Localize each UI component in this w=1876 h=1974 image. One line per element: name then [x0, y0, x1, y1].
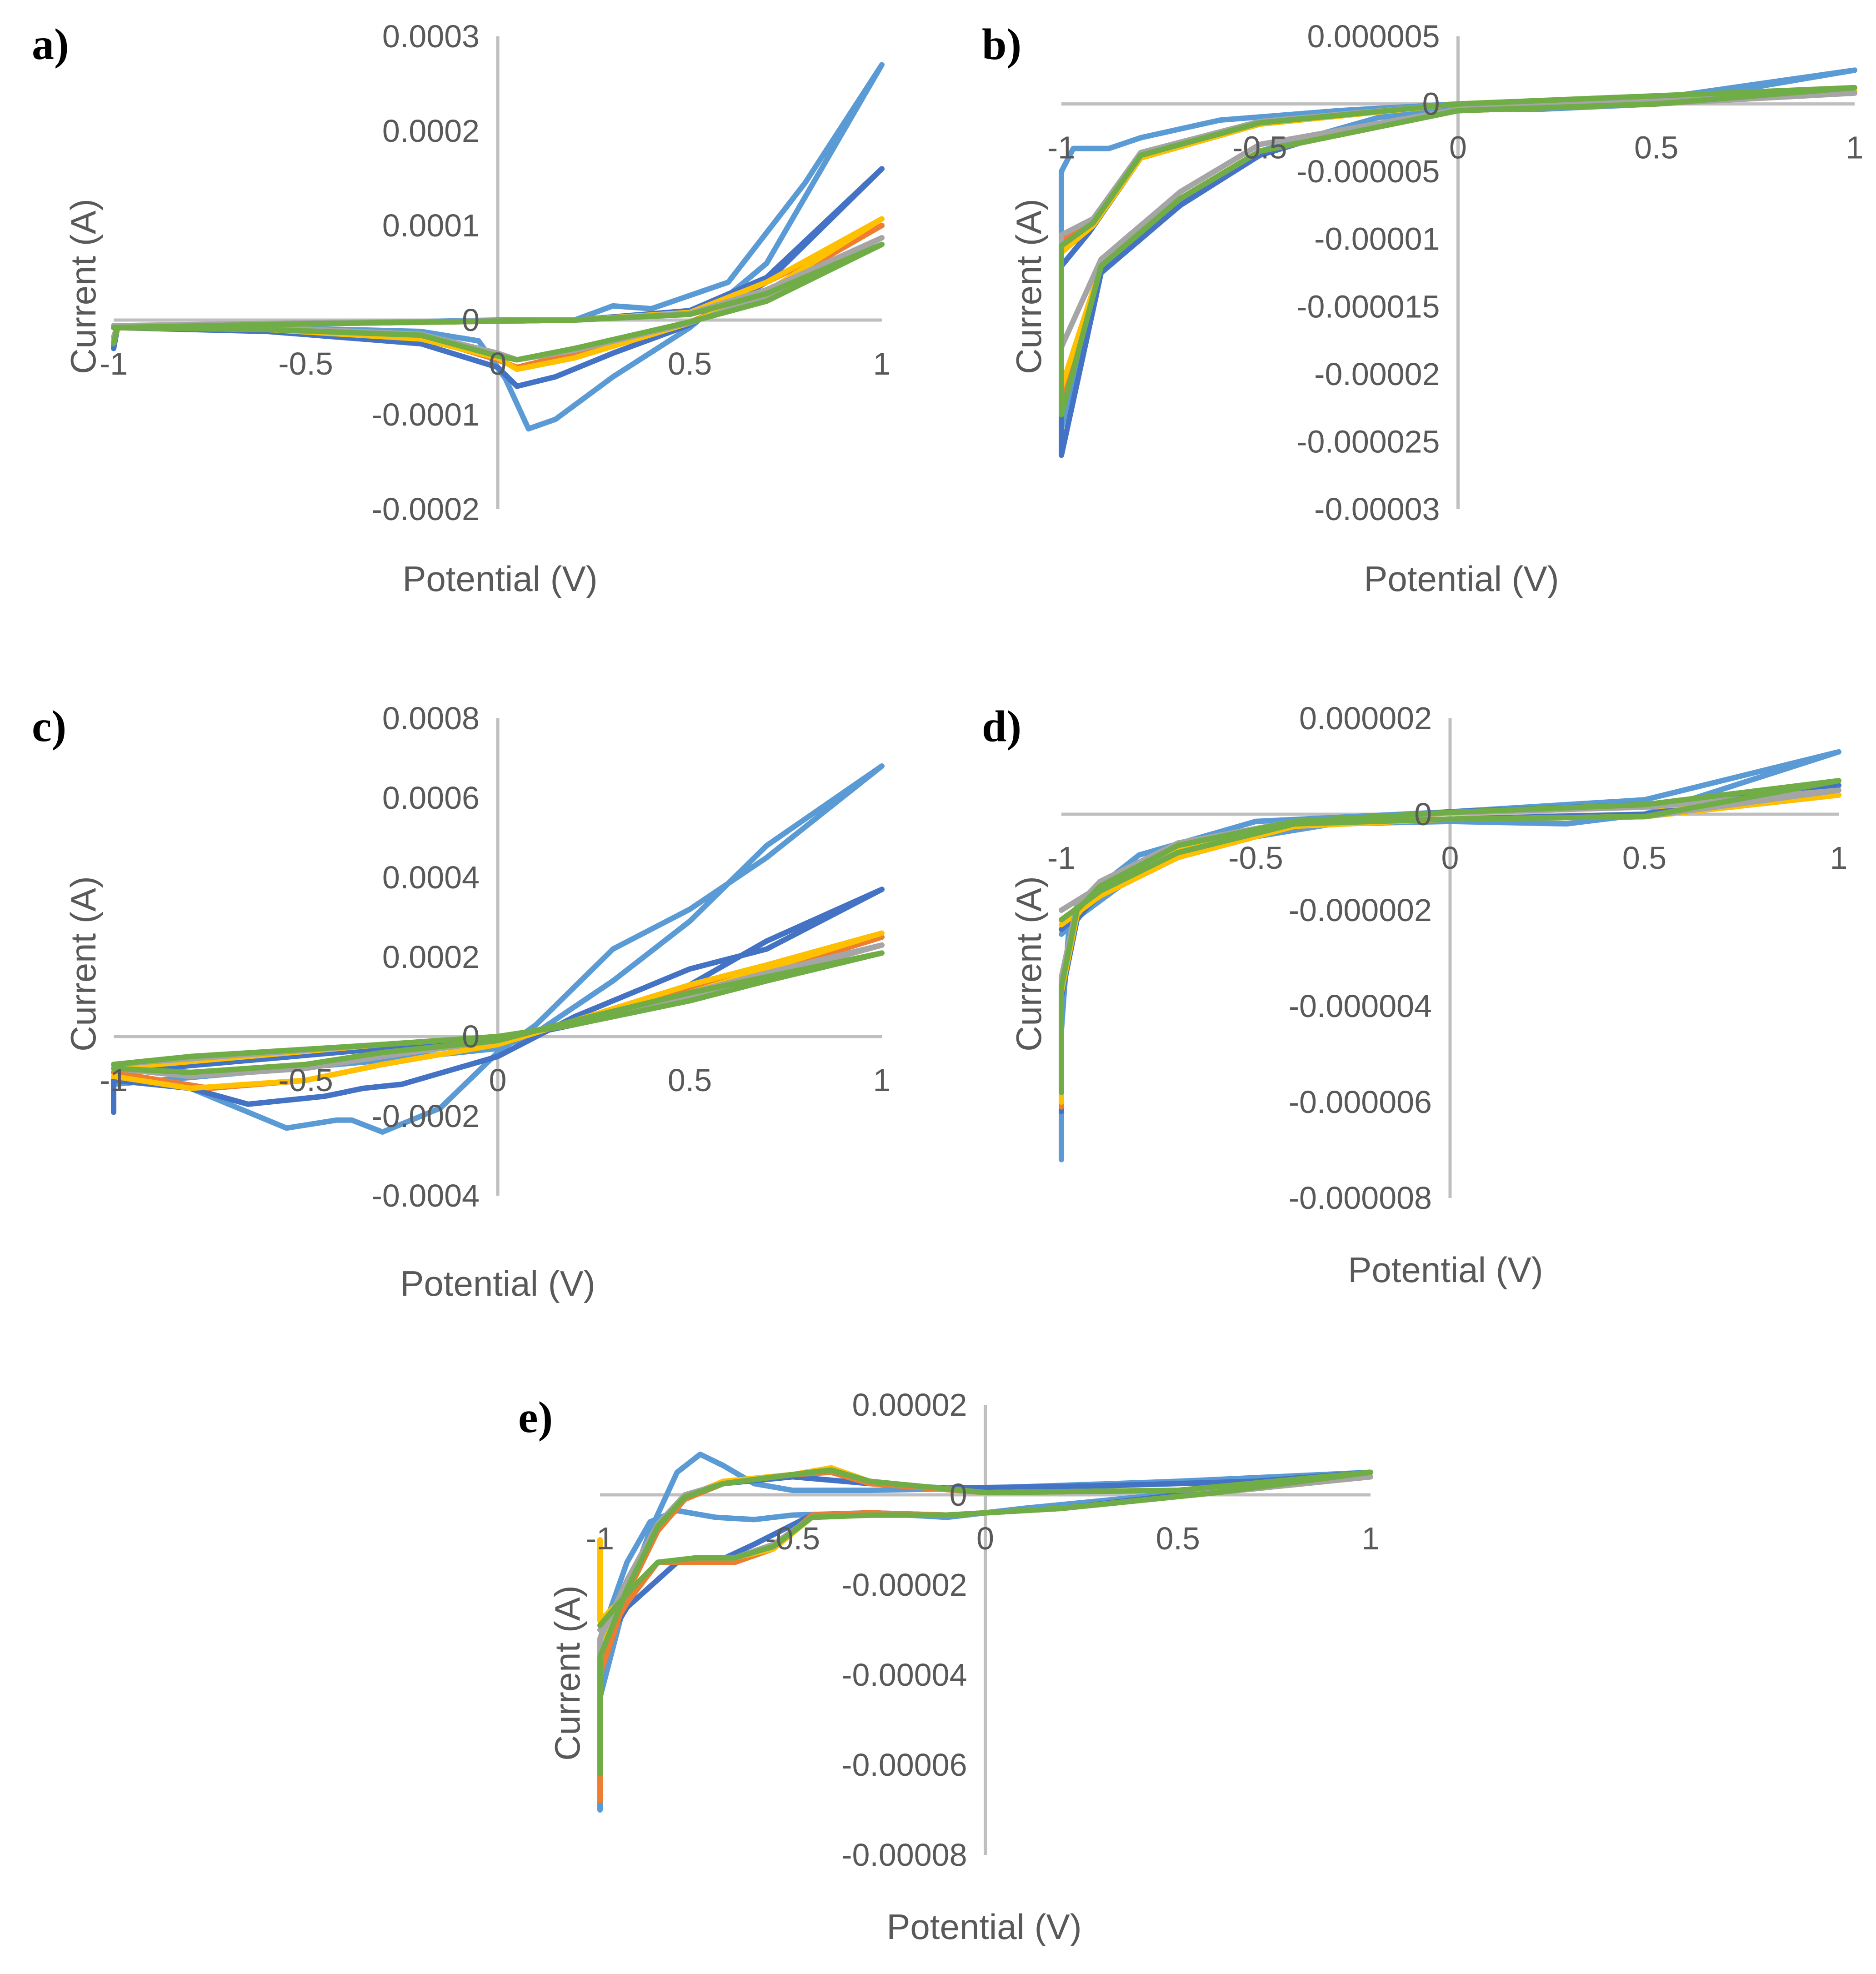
series-line-a-green [111, 241, 885, 363]
chart-panel-a: a) Potential (V) Current (A) -0.0002 -0.0… [32, 19, 890, 599]
x-tick-label-c: 0.5 [668, 1062, 712, 1098]
x-tick-label-e: 1 [1362, 1521, 1380, 1556]
x-tick-label-a: -1 [100, 346, 128, 381]
x-tick-label-e: -1 [586, 1521, 614, 1556]
y-tick-label-a: 0.0002 [382, 113, 480, 149]
x-axis-title-b: Potential (V) [1364, 559, 1559, 599]
y-tick-label-d: -0.000002 [1289, 892, 1432, 928]
y-tick-label-c: -0.0004 [372, 1178, 480, 1213]
x-tick-label-c: 1 [873, 1062, 891, 1098]
x-tick-label-b: 0 [1449, 130, 1467, 165]
x-tick-label-d: 0.5 [1622, 840, 1666, 876]
y-tick-label-e: 0.00002 [852, 1387, 967, 1423]
x-tick-label-e: 0 [976, 1521, 994, 1556]
series-line-c-green [111, 950, 885, 1075]
x-tick-label-c: -0.5 [278, 1062, 333, 1098]
y-tick-label-c: 0.0002 [382, 939, 480, 975]
chart-panel-c: c) Potential (V) Current (A) -0.0004 -0.0… [32, 701, 890, 1303]
x-tick-label-b: 1 [1846, 130, 1864, 165]
y-tick-label-b: 0.000005 [1307, 19, 1440, 54]
y-tick-label-a: 0.0003 [382, 19, 480, 54]
y-tick-label-d: -0.000008 [1289, 1180, 1432, 1216]
x-tick-label-b: 0.5 [1634, 130, 1678, 165]
y-tick-label-c: 0.0004 [382, 860, 480, 895]
y-tick-label-d: -0.000004 [1289, 988, 1432, 1024]
series-line-e-green [597, 1467, 1373, 1777]
x-tick-label-a: -0.5 [278, 346, 333, 381]
y-tick-label-a: 0.0001 [382, 208, 480, 243]
y-tick-label-c: 0 [462, 1019, 480, 1054]
y-tick-label-c: 0.0006 [382, 780, 480, 816]
y-tick-label-a: 0 [462, 302, 480, 338]
x-tick-label-a: 0.5 [668, 346, 712, 381]
x-tick-label-c: 0 [489, 1062, 507, 1098]
panel-label-e: e) [518, 1393, 553, 1442]
x-axis-title-d: Potential (V) [1348, 1250, 1543, 1290]
x-tick-label-d: 0 [1441, 840, 1459, 876]
x-axis-title-e: Potential (V) [886, 1907, 1081, 1947]
x-tick-label-d: -1 [1047, 840, 1076, 876]
panel-label-b: b) [982, 20, 1021, 69]
y-tick-label-c: 0.0008 [382, 701, 480, 736]
y-axis-title-e: Current (A) [547, 1585, 587, 1761]
y-axis-title-d: Current (A) [1009, 876, 1049, 1052]
y-tick-label-e: -0.00006 [841, 1747, 967, 1783]
y-tick-label-d: -0.000006 [1289, 1084, 1432, 1120]
panel-label-c: c) [32, 702, 66, 751]
y-tick-label-d: 0.000002 [1299, 701, 1432, 736]
y-tick-label-b: -0.000025 [1296, 424, 1440, 459]
x-tick-label-a: 0 [489, 346, 507, 381]
x-tick-label-e: 0.5 [1156, 1521, 1200, 1556]
x-tick-label-b: -0.5 [1232, 130, 1287, 165]
y-tick-label-b: -0.000005 [1296, 154, 1440, 189]
x-tick-label-e: -0.5 [765, 1521, 820, 1556]
y-tick-label-b: -0.00001 [1314, 221, 1440, 257]
y-axis-title-c: Current (A) [63, 876, 103, 1052]
y-tick-label-b: 0 [1422, 86, 1440, 122]
y-tick-label-c: -0.0002 [372, 1098, 480, 1134]
x-tick-label-a: 1 [873, 346, 891, 381]
y-tick-label-e: 0 [950, 1477, 967, 1513]
y-axis-title-b: Current (A) [1009, 199, 1049, 374]
panel-label-d: d) [982, 702, 1021, 751]
chart-panel-d: d) Potential (V) Current (A) -0.000008 -0… [982, 701, 1847, 1290]
chart-panel-e: e) Potential (V) Current (A) -0.00008 -0.… [518, 1387, 1379, 1947]
x-axis-title-c: Potential (V) [400, 1263, 595, 1303]
y-axis-title-a: Current (A) [63, 199, 103, 374]
x-tick-label-b: -1 [1047, 130, 1076, 165]
series-line-c-light-blue [111, 763, 885, 1135]
panel-label-a: a) [32, 20, 69, 69]
x-tick-label-d: -0.5 [1228, 840, 1283, 876]
series-line-d-green [1059, 778, 1841, 1095]
series-line-b-green [1059, 85, 1857, 417]
y-tick-label-b: -0.00002 [1314, 356, 1440, 392]
y-tick-label-d: 0 [1414, 797, 1432, 832]
x-tick-label-d: 1 [1830, 840, 1848, 876]
y-tick-label-b: -0.000015 [1296, 289, 1440, 324]
y-tick-label-e: -0.00004 [841, 1657, 967, 1693]
y-tick-label-e: -0.00008 [841, 1837, 967, 1873]
chart-panel-b: b) Potential (V) Current (A) -0.00003 -0.… [982, 19, 1863, 599]
y-tick-label-b: -0.00003 [1314, 491, 1440, 527]
y-tick-label-e: -0.00002 [841, 1567, 967, 1603]
x-tick-label-c: -1 [100, 1062, 128, 1098]
x-axis-title-a: Potential (V) [402, 559, 597, 599]
y-tick-label-a: -0.0001 [372, 397, 480, 432]
y-tick-label-a: -0.0002 [372, 491, 480, 527]
